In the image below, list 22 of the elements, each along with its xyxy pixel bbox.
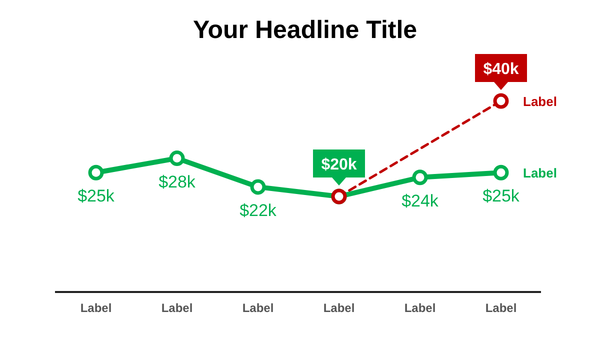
x-tick-label: Label (404, 301, 436, 315)
point (412, 170, 428, 186)
point (493, 93, 509, 109)
x-tick-label: Label (323, 301, 355, 315)
data-label: $25k (78, 186, 115, 206)
point (169, 150, 185, 166)
x-tick-label: Label (161, 301, 193, 315)
point (493, 164, 509, 180)
data-label: $28k (158, 172, 196, 192)
data-label: $20k (321, 156, 357, 174)
data-label: $22k (240, 200, 277, 220)
x-tick-label: Label (485, 301, 517, 315)
x-tick-label: Label (242, 301, 274, 315)
series-label: Label (523, 94, 557, 109)
data-label: $24k (402, 191, 439, 210)
series-label: Label (523, 166, 557, 181)
point (88, 164, 104, 180)
data-label: $40k (483, 61, 519, 78)
x-tick-label: Label (80, 301, 112, 315)
point (250, 179, 266, 195)
data-label: $25k (482, 186, 520, 206)
chart-title: Your Headline Title (192, 16, 418, 44)
